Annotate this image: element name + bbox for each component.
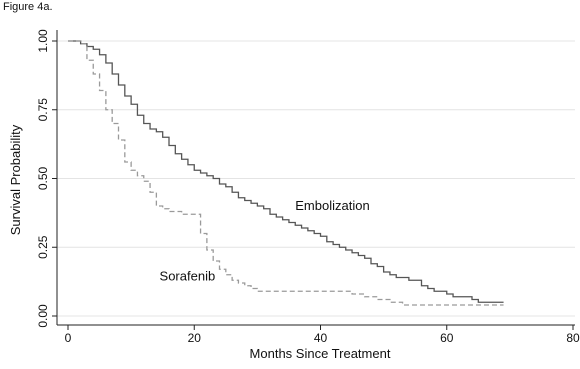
annotations: Embolization Sorafenib <box>160 198 370 283</box>
series-line-embolization <box>68 40 504 303</box>
series-line-sorafenib <box>68 40 504 306</box>
y-axis-title: Survival Probability <box>8 124 23 235</box>
series-label-sorafenib: Sorafenib <box>160 268 216 283</box>
figure-label: Figure 4a. <box>3 1 53 13</box>
y-tick-label: 0.75 <box>36 98 50 122</box>
series-label-embolization: Embolization <box>295 198 369 213</box>
axes <box>56 30 575 326</box>
y-tick-label: 0.50 <box>36 166 50 190</box>
x-tick-label: 60 <box>440 331 454 345</box>
x-axis-title: Months Since Treatment <box>250 346 391 361</box>
x-tick-label: 20 <box>188 331 202 345</box>
series-lines <box>68 40 504 306</box>
x-tick-label: 40 <box>314 331 328 345</box>
y-tick-label: 0.00 <box>36 304 50 328</box>
x-tick-label: 0 <box>65 331 72 345</box>
y-tick-label: 1.00 <box>36 29 50 53</box>
grid-lines <box>57 40 575 317</box>
y-tick-label: 0.25 <box>36 235 50 259</box>
ticks: 0 20 40 60 80 0.00 0.25 0.50 0.75 1.00 <box>36 29 580 345</box>
x-tick-label: 80 <box>566 331 580 345</box>
